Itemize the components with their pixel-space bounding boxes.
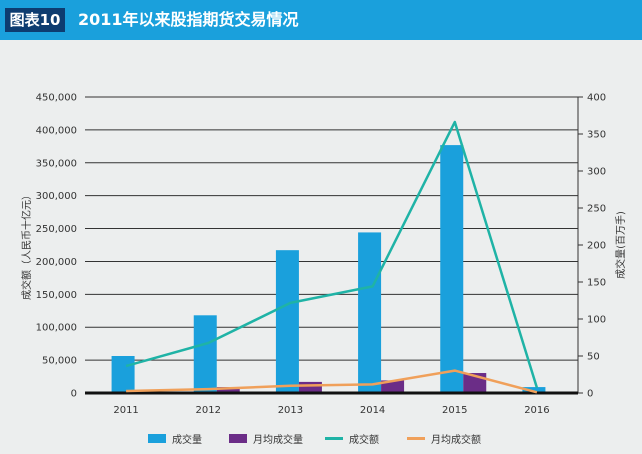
bar-成交量-2014 — [358, 232, 382, 393]
header-bar: 图表10 2011年以来股指期货交易情况 — [0, 0, 642, 40]
y-left-axis-label: 成交额（人民币十亿元） — [20, 190, 33, 300]
legend-label: 月均成交额 — [431, 433, 481, 446]
legend-label: 月均成交量 — [253, 433, 303, 446]
line-成交额 — [125, 120, 539, 389]
bar-月均成交量-2012 — [216, 387, 240, 393]
y-right-tick-label: 150 — [587, 278, 606, 289]
figure-badge: 图表10 — [5, 8, 65, 32]
y-right-tick-label: 300 — [587, 167, 606, 178]
y-left-tick-label: 350,000 — [36, 158, 77, 169]
legend-swatch — [229, 434, 247, 443]
y-left-tick-label: 0 — [71, 389, 77, 400]
x-tick-label: 2012 — [196, 405, 221, 416]
y-right-tick-label: 50 — [587, 352, 600, 363]
line-月均成交额 — [126, 369, 538, 394]
y-left-tick-label: 50,000 — [42, 356, 77, 367]
y-left-tick-label: 300,000 — [36, 191, 77, 202]
legend-label: 成交量 — [172, 433, 202, 446]
y-right-tick-label: 100 — [587, 315, 606, 326]
legend-label: 成交额 — [349, 433, 379, 446]
bar-成交量-2016 — [522, 387, 546, 393]
chart-title: 2011年以来股指期货交易情况 — [78, 10, 299, 29]
y-right-tick-label: 250 — [587, 204, 606, 215]
y-left-tick-label: 100,000 — [36, 323, 77, 334]
y-right-axis-label: 成交量(百万手) — [614, 211, 627, 279]
bar-成交量-2015 — [440, 145, 464, 393]
bar-成交量-2011 — [111, 356, 135, 393]
x-tick-label: 2011 — [113, 405, 138, 416]
y-left-tick-label: 450,000 — [36, 93, 77, 104]
x-tick-label: 2015 — [442, 405, 467, 416]
y-left-tick-label: 150,000 — [36, 290, 77, 301]
bar-成交量-2012 — [193, 315, 217, 393]
y-right-tick-label: 200 — [587, 241, 606, 252]
legend-swatch — [148, 434, 166, 443]
bar-月均成交量-2013 — [298, 381, 322, 393]
x-tick-label: 2014 — [360, 405, 385, 416]
x-tick-label: 2016 — [524, 405, 549, 416]
y-right-tick-label: 400 — [587, 93, 606, 104]
x-tick-label: 2013 — [278, 405, 303, 416]
y-left-tick-label: 250,000 — [36, 224, 77, 235]
y-left-tick-label: 400,000 — [36, 125, 77, 136]
y-left-tick-label: 200,000 — [36, 257, 77, 268]
chart-svg: 0 50,000 100,000 150,000 200,000 250,000 300,0… — [20, 93, 627, 447]
bar-月均成交量-2014 — [381, 380, 405, 393]
y-right-tick-label: 0 — [587, 389, 593, 400]
y-right-tick-label: 350 — [587, 130, 606, 141]
bar-成交量-2013 — [275, 250, 299, 393]
